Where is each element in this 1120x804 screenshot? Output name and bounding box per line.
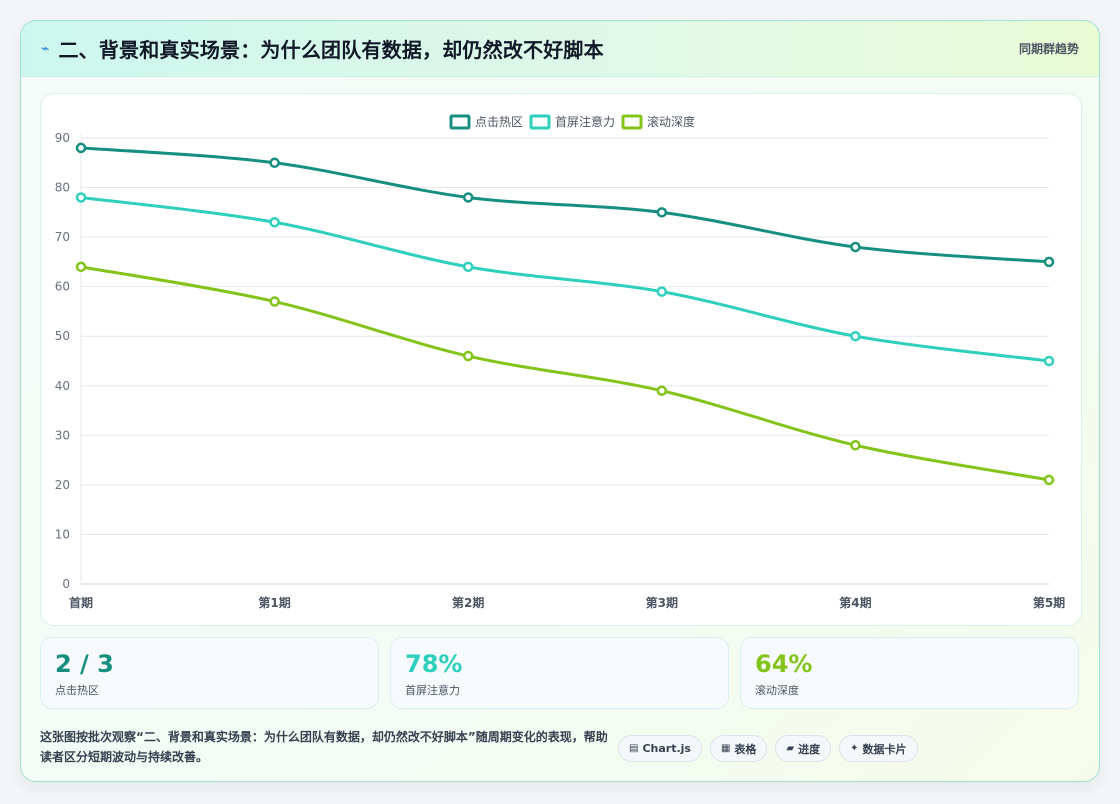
y-tick-label: 30 (55, 428, 70, 442)
tag-label: 表格 (734, 742, 757, 756)
data-point (269, 216, 280, 228)
tag-label: 数据卡片 (862, 742, 907, 756)
line-chart: 0 10 20 30 40 50 60 70 80 90 首期 第1期 第2期 第3期 第4期 第5期 点击热区… (55, 114, 1065, 610)
legend-label: 点击热区 (475, 115, 523, 129)
x-tick-label: 首期 (69, 595, 93, 610)
y-tick-label: 40 (55, 379, 70, 393)
data-point (656, 286, 668, 297)
data-point (1043, 256, 1055, 268)
stat-card-click-heat: 2 / 3 点击热区 (40, 637, 379, 709)
tag-label: 进度 (798, 742, 821, 756)
series-line (80, 146, 1050, 264)
tag-progress[interactable]: ▰ 进度 (775, 735, 832, 762)
series-line (80, 195, 1050, 363)
data-point (462, 192, 474, 203)
stat-label: 滚动深度 (755, 684, 799, 697)
chart-icon: ▤ (629, 743, 639, 754)
report-card: ⌁ 二、背景和真实场景：为什么团队有数据，却仍然改不好脚本 同期群趋势 0 10 2… (20, 20, 1100, 782)
x-tick-label: 第3期 (646, 595, 678, 610)
y-tick-label: 10 (55, 527, 70, 541)
data-point (1043, 355, 1055, 367)
legend-swatch (529, 114, 551, 130)
tag-data-card[interactable]: ✦ 数据卡片 (839, 735, 918, 762)
tag-chartjs[interactable]: ▤ Chart.js (618, 735, 702, 762)
x-tick-label: 第4期 (839, 595, 871, 610)
data-point (462, 261, 474, 273)
stat-card-first-screen: 78% 首屏注意力 (390, 637, 729, 709)
title-wrap: ⌁ 二、背景和真实场景：为什么团队有数据，却仍然改不好脚本 (41, 34, 604, 63)
footer: 这张图按批次观察“二、背景和真实场景：为什么团队有数据，却仍然改不好脚本”随周期… (40, 727, 1081, 771)
stat-card-scroll-depth: 64% 滚动深度 (740, 637, 1079, 709)
trend-label: 同期群趋势 (1018, 42, 1079, 56)
lightning-icon: ⌁ (41, 40, 50, 57)
stat-cards: 2 / 3 点击热区 78% 首屏注意力 64% 滚动深度 (40, 637, 1081, 709)
data-point (75, 142, 87, 154)
y-tick-label: 70 (55, 230, 70, 244)
data-point (656, 207, 668, 218)
y-tick-label: 0 (62, 577, 70, 591)
chart-panel: 0 10 20 30 40 50 60 70 80 90 首期 第1期 第2期 第3期 第4期 第5期 点击热区… (40, 93, 1082, 626)
legend-swatch (621, 114, 643, 130)
tag-table[interactable]: ▦ 表格 (709, 735, 768, 762)
y-tick-label: 50 (55, 329, 70, 343)
data-point (850, 241, 861, 253)
data-point (1043, 474, 1055, 486)
table-icon: ▦ (720, 743, 731, 754)
y-tick-label: 80 (55, 181, 70, 195)
y-tick-label: 60 (55, 280, 70, 294)
x-tick-label: 第1期 (258, 595, 290, 610)
legend-swatch (449, 114, 471, 130)
stat-value: 78% (405, 650, 463, 678)
tag-label: Chart.js (642, 742, 691, 755)
data-point (656, 385, 668, 396)
data-point (269, 157, 280, 169)
sparkle-icon: ✦ (850, 743, 859, 754)
data-point (850, 330, 861, 342)
legend-label: 滚动深度 (647, 114, 695, 129)
page-title: 二、背景和真实场景：为什么团队有数据，却仍然改不好脚本 (58, 38, 604, 62)
data-point (269, 296, 280, 307)
x-tick-label: 第5期 (1033, 595, 1065, 610)
data-point (75, 192, 87, 203)
legend-label: 首屏注意力 (555, 114, 615, 129)
stat-label: 首屏注意力 (405, 684, 460, 697)
tag-list: ▤ Chart.js ▦ 表格 ▰ 进度 ✦ 数据卡片 (618, 735, 918, 762)
series-line (80, 265, 1050, 482)
y-tick-label: 20 (55, 478, 70, 492)
progress-icon: ▰ (786, 743, 795, 754)
y-tick-label: 90 (55, 131, 70, 145)
stat-value: 2 / 3 (55, 650, 114, 678)
footer-description: 这张图按批次观察“二、背景和真实场景：为什么团队有数据，却仍然改不好脚本”随周期… (40, 730, 608, 764)
stat-value: 64% (755, 650, 813, 678)
data-point (462, 350, 474, 362)
card-header: ⌁ 二、背景和真实场景：为什么团队有数据，却仍然改不好脚本 同期群趋势 (21, 21, 1099, 77)
data-point (75, 261, 87, 273)
stat-label: 点击热区 (55, 684, 99, 697)
x-tick-label: 第2期 (452, 595, 484, 610)
data-point (850, 439, 861, 451)
